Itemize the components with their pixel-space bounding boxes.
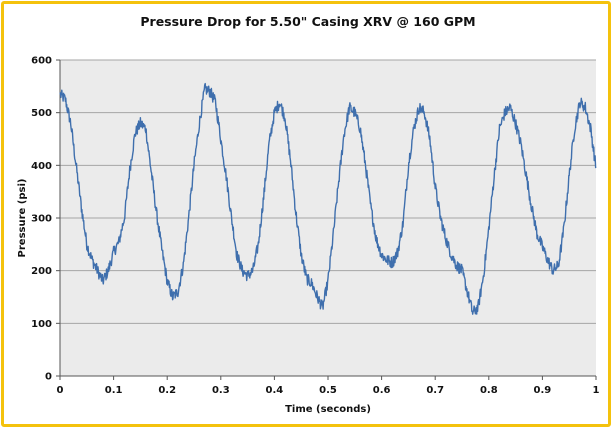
x-axis-label: Time (seconds): [285, 404, 371, 415]
x-tick-label: 0.7: [426, 385, 444, 396]
grid-lines: [60, 59, 596, 324]
x-tick-label: 0.5: [319, 385, 337, 396]
y-tick-label: 300: [31, 214, 52, 225]
y-tick-label: 100: [31, 319, 52, 330]
x-tick-label: 0.9: [534, 385, 552, 396]
x-tick-label: 0.1: [105, 385, 123, 396]
y-axis: 0 100 200 300 400 500 600: [31, 56, 61, 383]
y-tick-label: 400: [31, 161, 52, 172]
chart-title: Pressure Drop for 5.50" Casing XRV @ 160…: [140, 14, 475, 29]
x-tick-label: 0.8: [480, 385, 498, 396]
y-tick-label: 200: [31, 266, 52, 277]
y-axis-label: Pressure (psi): [17, 179, 28, 258]
y-tick-label: 500: [31, 108, 52, 119]
x-tick-label: 0.6: [373, 385, 391, 396]
x-tick-label: 0.2: [158, 385, 176, 396]
x-tick-label: 0.4: [266, 385, 284, 396]
x-axis: 0 0.1 0.2 0.3 0.4 0.5 0.6 0.7 0.8 0.9 1: [57, 375, 600, 396]
x-tick-label: 0: [57, 385, 64, 396]
y-tick-label: 0: [45, 372, 52, 383]
y-tick-label: 600: [31, 56, 52, 67]
pressure-series-line: [59, 82, 597, 315]
x-tick-label: 0.3: [212, 385, 230, 396]
x-tick-label: 1: [593, 385, 600, 396]
